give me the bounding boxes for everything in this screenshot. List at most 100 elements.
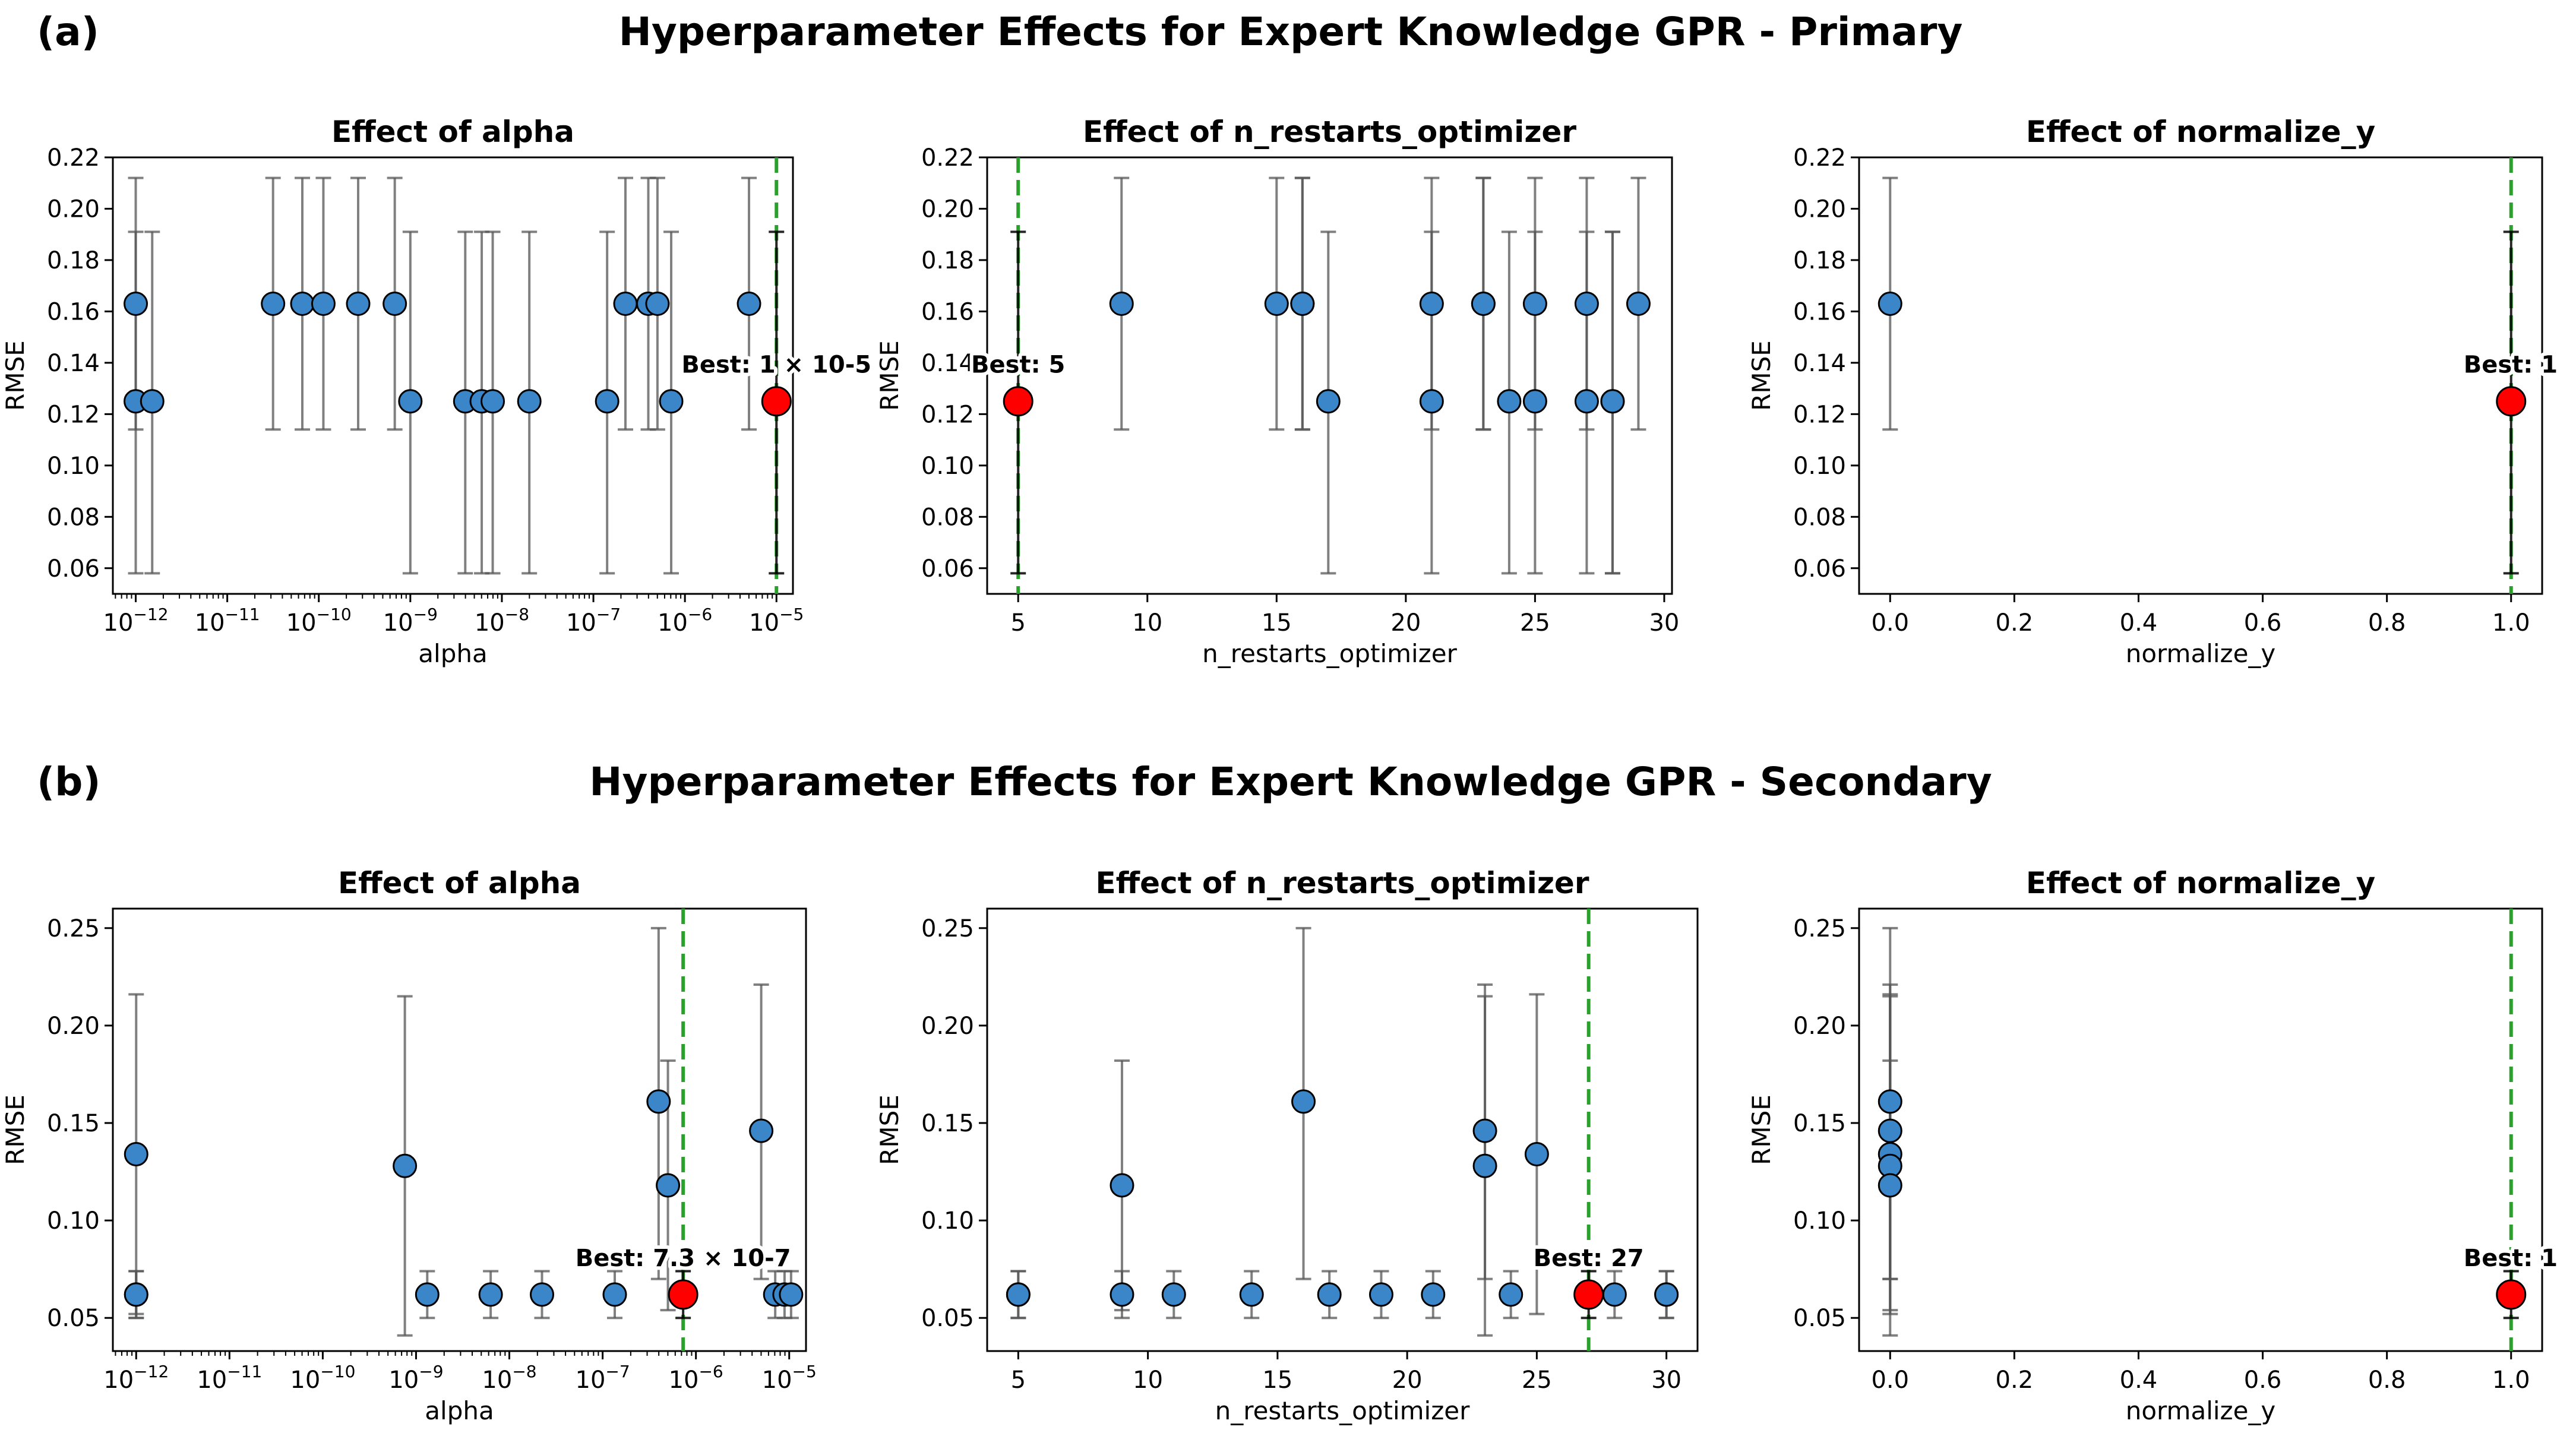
data-point (1110, 1173, 1134, 1198)
data-point (478, 1282, 503, 1307)
data-point (124, 1142, 148, 1167)
best-label: Best: 5 (971, 352, 1065, 379)
best-point (1573, 1279, 1604, 1310)
chart-title: Effect of normalize_y (2026, 866, 2375, 900)
best-point (1003, 386, 1033, 417)
data-point (1878, 291, 1902, 316)
chart-a-restarts: Effect of n_restarts_optimizer 0.06 0.08 0.… (875, 115, 1679, 668)
y-tick-label: 0.14 (921, 350, 974, 377)
best-point (761, 386, 792, 417)
y-tick-label: 0.10 (1793, 1207, 1846, 1235)
data-point (1878, 1118, 1902, 1143)
data-point (1421, 1282, 1446, 1307)
data-point (659, 389, 684, 414)
x-tick-label: 1.0 (2492, 609, 2530, 637)
y-tick-label: 0.20 (921, 1013, 974, 1040)
best-label: Best: 7.3 × 10-7 (576, 1245, 791, 1272)
chart-title: Effect of n_restarts_optimizer (1083, 115, 1576, 149)
best-point (2496, 1279, 2527, 1310)
data-point (1291, 1089, 1316, 1114)
plot-area (1878, 909, 2519, 1351)
plot-frame (1858, 907, 2543, 1352)
data-point (415, 1282, 440, 1307)
data-point (481, 389, 505, 414)
data-point (1602, 1282, 1627, 1307)
best-label: Best: 1 (2464, 352, 2558, 379)
best-point (668, 1279, 698, 1310)
x-axis-label: alpha (425, 1396, 494, 1425)
data-point (779, 1282, 804, 1307)
x-tick-label: 25 (1522, 1366, 1552, 1394)
data-point (530, 1282, 555, 1307)
x-tick-label: 0.2 (1996, 609, 2034, 637)
x-tick-label: 5 (1010, 609, 1025, 637)
data-point (1109, 291, 1134, 316)
x-tick-label: 10−11 (197, 1362, 262, 1394)
y-tick-label: 0.20 (47, 195, 100, 223)
plot-frame (112, 907, 807, 1352)
x-tick-label: 15 (1262, 1366, 1292, 1394)
data-point (645, 291, 670, 316)
x-tick-label: 0.8 (2368, 1366, 2406, 1394)
plot-frame (986, 156, 1673, 595)
data-point (517, 389, 542, 414)
data-point (1522, 291, 1547, 316)
panel-label-a: (a) (37, 9, 99, 55)
x-axis-label: alpha (418, 639, 487, 668)
x-tick-label: 0.4 (2120, 1366, 2158, 1394)
y-axis-label: RMSE (875, 340, 904, 411)
y-tick-label: 0.10 (47, 1207, 100, 1235)
y-tick-label: 0.15 (921, 1110, 974, 1137)
data-point (1626, 291, 1651, 316)
y-tick-label: 0.05 (921, 1305, 974, 1332)
plot-frame (112, 156, 794, 595)
x-tick-label: 0.2 (1996, 1366, 2034, 1394)
data-point (613, 291, 638, 316)
x-tick-label: 0.8 (2368, 609, 2406, 637)
x-tick-label: 10−8 (475, 605, 529, 637)
data-point (1574, 389, 1599, 414)
data-point (1499, 1282, 1524, 1307)
data-point (290, 291, 315, 316)
data-point (1290, 291, 1315, 316)
x-tick-label: 10−9 (388, 1362, 443, 1394)
y-tick-label: 0.12 (47, 401, 100, 428)
data-point (1524, 1142, 1549, 1167)
y-axis-label: RMSE (875, 1094, 904, 1165)
y-axis-label: RMSE (1747, 1094, 1776, 1165)
x-tick-label: 25 (1520, 609, 1550, 637)
x-tick-label: 20 (1390, 609, 1421, 637)
x-tick-label: 10−6 (658, 605, 712, 637)
y-tick-label: 0.10 (921, 453, 974, 480)
y-tick-label: 0.22 (1793, 144, 1846, 172)
x-tick-label: 30 (1649, 609, 1679, 637)
x-tick-label: 0.0 (1871, 1366, 1909, 1394)
chart-b-normalize: Effect of normalize_y 0.05 0.10 0.15 0.20 0.2… (1747, 866, 2561, 1425)
data-point (1006, 1282, 1031, 1307)
plot-area (1010, 157, 1651, 594)
data-point (1472, 1118, 1497, 1143)
y-tick-label: 0.16 (47, 298, 100, 325)
chart-title: Effect of n_restarts_optimizer (1095, 866, 1589, 900)
data-point (646, 1089, 671, 1114)
data-point (1239, 1282, 1264, 1307)
best-label: Best: 1 (2464, 1245, 2558, 1272)
y-tick-label: 0.20 (921, 195, 974, 223)
data-point (140, 389, 165, 414)
chart-title: Effect of alpha (331, 115, 574, 149)
data-point (602, 1282, 627, 1307)
x-tick-label: 10−5 (762, 1362, 817, 1394)
y-tick-label: 0.14 (47, 350, 100, 377)
row-title-primary: Hyperparameter Effects for Expert Knowle… (619, 9, 1963, 55)
x-tick-label: 30 (1651, 1366, 1681, 1394)
data-point (595, 389, 619, 414)
data-point (1600, 389, 1625, 414)
plot-frame (1858, 156, 2543, 595)
x-tick-label: 1.0 (2492, 1366, 2530, 1394)
data-point (1574, 291, 1599, 316)
x-tick-label: 10 (1133, 1366, 1163, 1394)
y-tick-label: 0.15 (1793, 1110, 1846, 1137)
chart-a-normalize: Effect of normalize_y 0.06 0.08 0.10 0.12 0.1… (1747, 115, 2561, 668)
data-point (1419, 291, 1444, 316)
data-point (1264, 291, 1289, 316)
